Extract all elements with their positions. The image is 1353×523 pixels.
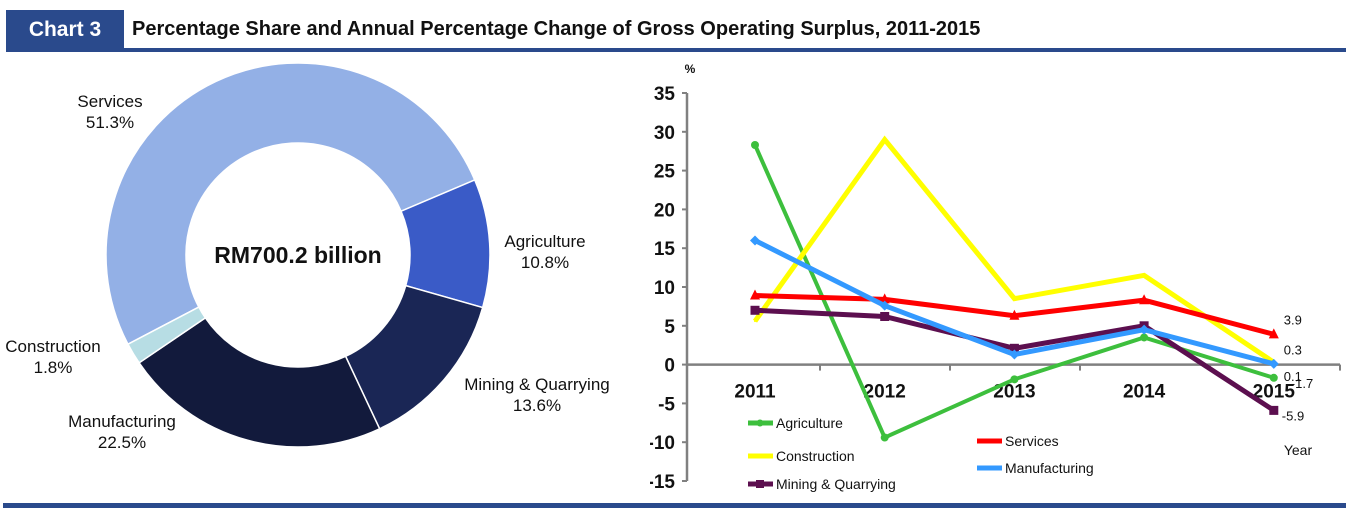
legend-item-services: Services bbox=[977, 433, 1059, 449]
data-point-construction bbox=[883, 138, 886, 141]
end-label-mining-and-quarrying: -5.9 bbox=[1282, 408, 1304, 423]
chart-number-badge: Chart 3 bbox=[6, 10, 124, 52]
data-point-agriculture bbox=[1010, 375, 1019, 384]
data-point-mining-and-quarrying bbox=[880, 311, 890, 321]
series-construction bbox=[752, 135, 1276, 365]
data-point-mining-and-quarrying bbox=[750, 305, 760, 315]
donut-slice-construction bbox=[126, 306, 207, 364]
y-tick-label: 0 bbox=[664, 356, 675, 377]
series-agriculture bbox=[751, 140, 1278, 442]
legend-label: Mining & Quarrying bbox=[776, 476, 896, 492]
donut-label-construction: Construction bbox=[5, 337, 100, 356]
legend-item-construction: Construction bbox=[748, 448, 855, 464]
donut-chart: Services 51.3% Agriculture 10.8% Mining & Qu… bbox=[5, 62, 610, 452]
donut-slice-manufacturing bbox=[138, 316, 381, 448]
data-point-construction bbox=[1143, 274, 1146, 277]
x-tick-label: 2012 bbox=[864, 382, 906, 403]
x-tick-label: 2014 bbox=[1123, 382, 1166, 403]
data-point-mining-and-quarrying bbox=[1269, 405, 1279, 415]
donut-center-label: RM700.2 billion bbox=[214, 242, 381, 268]
donut-value-manufacturing: 22.5% bbox=[98, 433, 146, 452]
legend-item-mining-and-quarrying: Mining & Quarrying bbox=[748, 476, 896, 492]
data-point-agriculture bbox=[751, 140, 759, 149]
y-tick-label: 30 bbox=[654, 123, 675, 144]
donut-label-agriculture: Agriculture bbox=[504, 232, 585, 251]
legend-label: Manufacturing bbox=[1005, 460, 1094, 476]
data-point-services bbox=[1009, 309, 1020, 320]
donut-label-services: Services bbox=[77, 92, 142, 111]
x-axis-title: Year bbox=[1284, 442, 1313, 458]
end-label-agriculture: -1.7 bbox=[1291, 376, 1313, 391]
donut-value-construction: 1.8% bbox=[34, 358, 73, 377]
data-point-agriculture bbox=[1269, 373, 1278, 382]
data-point-construction bbox=[754, 320, 756, 323]
x-tick-label: 2015 bbox=[1253, 382, 1296, 403]
chart-title: Percentage Share and Annual Percentage C… bbox=[132, 18, 981, 40]
x-tick-label: 2013 bbox=[993, 382, 1035, 403]
legend-label: Services bbox=[1005, 433, 1059, 449]
y-tick-label: -15 bbox=[650, 472, 675, 493]
y-tick-label: 35 bbox=[654, 84, 676, 105]
y-tick-label: -10 bbox=[650, 433, 675, 454]
data-point-services bbox=[1268, 328, 1279, 339]
donut-value-mining-and-quarrying: 13.6% bbox=[513, 396, 561, 415]
data-point-manufacturing bbox=[879, 300, 890, 311]
data-point-construction bbox=[1013, 297, 1016, 300]
legend-label: Agriculture bbox=[776, 415, 843, 431]
data-point-services bbox=[1139, 294, 1150, 305]
header-divider bbox=[124, 48, 1346, 52]
data-point-manufacturing bbox=[750, 235, 760, 246]
footer-divider bbox=[3, 503, 1346, 508]
legend-item-manufacturing: Manufacturing bbox=[977, 460, 1094, 476]
line-construction bbox=[752, 135, 1276, 365]
y-tick-label: -5 bbox=[658, 394, 675, 415]
series-manufacturing bbox=[750, 235, 1279, 369]
donut-label-manufacturing: Manufacturing bbox=[68, 412, 176, 431]
data-point-services bbox=[750, 289, 760, 300]
end-label-manufacturing: 0.1 bbox=[1284, 369, 1302, 384]
y-tick-label: 10 bbox=[654, 278, 675, 299]
end-label-services: 3.9 bbox=[1284, 312, 1302, 327]
y-axis-unit-label: % bbox=[685, 62, 696, 76]
series-services bbox=[750, 289, 1279, 339]
end-label-construction: 0.3 bbox=[1284, 342, 1302, 357]
data-point-agriculture bbox=[1140, 333, 1149, 342]
data-point-manufacturing bbox=[1268, 358, 1279, 369]
data-point-agriculture bbox=[880, 433, 889, 442]
y-tick-label: 5 bbox=[664, 317, 675, 338]
donut-slice-services bbox=[105, 62, 476, 346]
y-tick-label: 20 bbox=[654, 200, 675, 221]
donut-value-services: 51.3% bbox=[86, 113, 134, 132]
data-point-manufacturing bbox=[1009, 349, 1020, 360]
donut-value-agriculture: 10.8% bbox=[521, 253, 569, 272]
legend-label: Construction bbox=[776, 448, 855, 464]
y-tick-label: 15 bbox=[654, 239, 676, 260]
data-point-services bbox=[879, 293, 890, 304]
x-tick-label: 2011 bbox=[734, 382, 776, 403]
legend-item-agriculture: Agriculture bbox=[748, 415, 843, 431]
data-point-mining-and-quarrying bbox=[1009, 343, 1019, 353]
y-tick-label: 25 bbox=[654, 162, 676, 183]
donut-label-mining-and-quarrying: Mining & Quarrying bbox=[464, 375, 610, 394]
data-point-manufacturing bbox=[1139, 324, 1150, 335]
chart-header: Chart 3 Percentage Share and Annual Perc… bbox=[6, 10, 1346, 52]
